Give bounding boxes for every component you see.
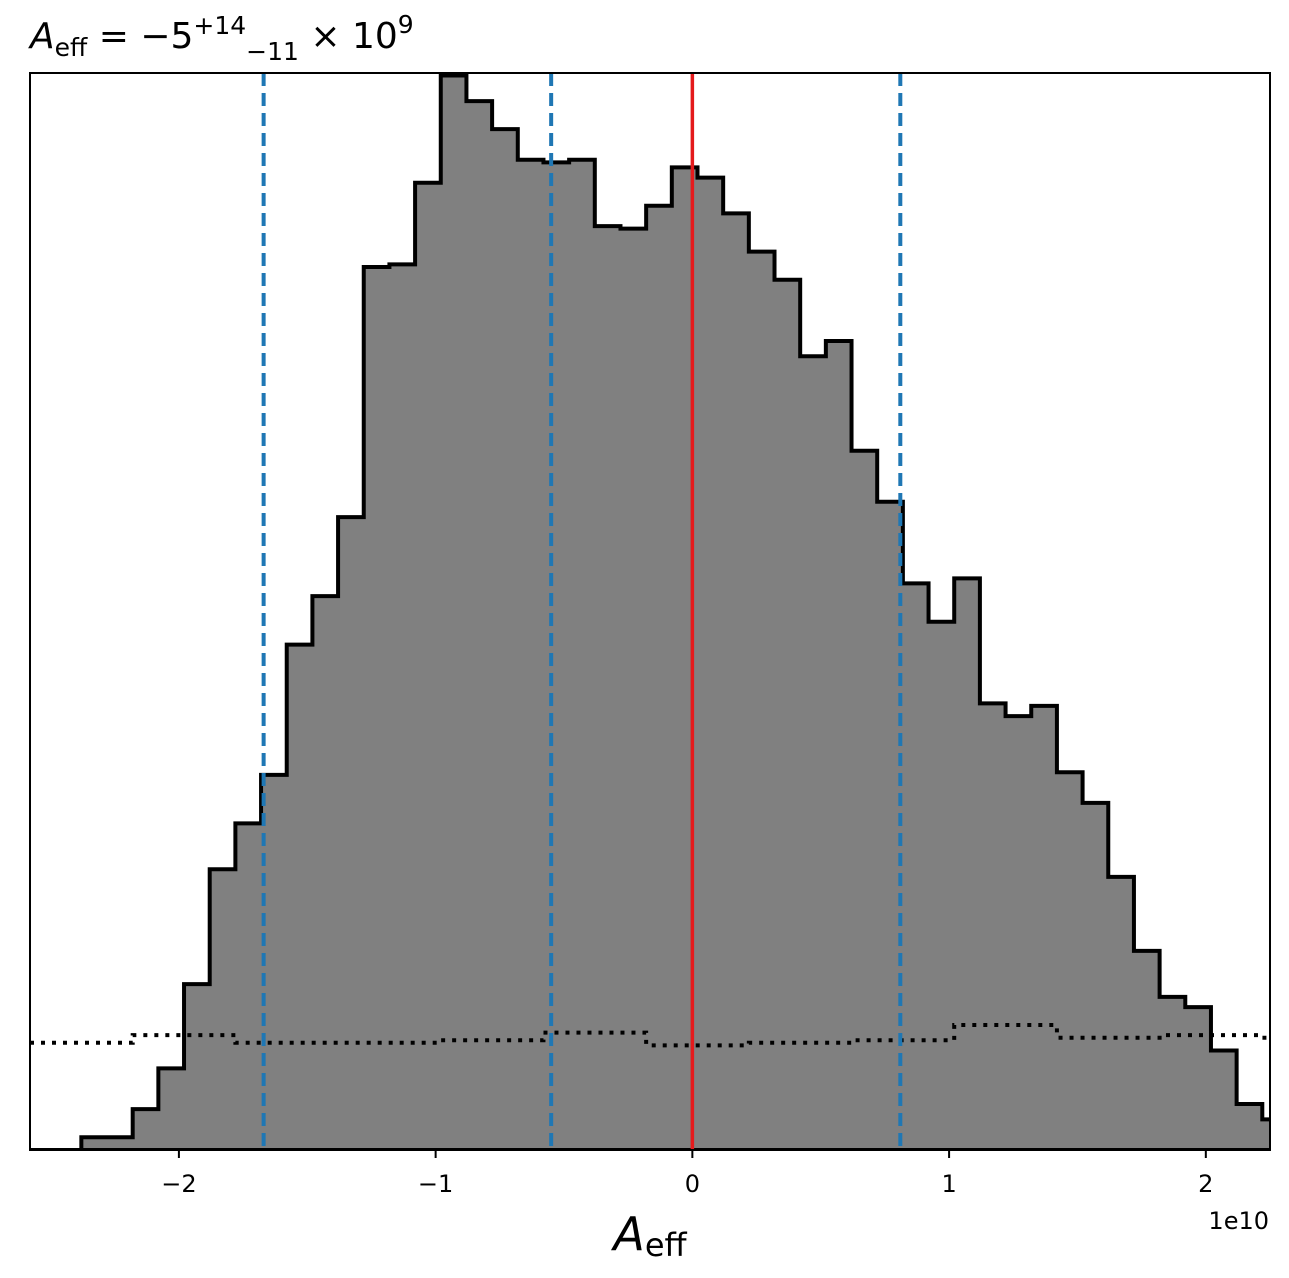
x-tick-label: 2: [1198, 1170, 1213, 1198]
x-tick-label: 0: [685, 1170, 700, 1198]
chart-title: Aeff = −5+14−11 × 109: [28, 10, 414, 66]
x-axis-ticks: −2 −1 0 1 2: [161, 1150, 1213, 1198]
prior-histogram-outline: [30, 1022, 1270, 1048]
title-symbol: A: [28, 16, 55, 57]
x-axis-label: Aeff: [610, 1207, 687, 1264]
x-tick-label: 1: [941, 1170, 956, 1198]
x-tick-label: −1: [418, 1170, 453, 1198]
title-lower-error: −11: [246, 37, 299, 66]
posterior-histogram-outline: [30, 73, 1270, 1150]
title-upper-error: +14: [193, 11, 246, 40]
title-value: = −5: [87, 16, 193, 57]
x-axis-label-subscript: eff: [645, 1226, 688, 1264]
svg-text:Aeff = −5+14−11 × 109: Aeff = −5+14−11 × 109: [28, 10, 414, 66]
title-exponent: 9: [398, 10, 414, 39]
posterior-histogram-fill: [30, 75, 1270, 1150]
x-tick-label: −2: [161, 1170, 196, 1198]
axes-frame: [29, 72, 1271, 1151]
x-axis-offset-label: 1e10: [1208, 1207, 1269, 1235]
title-symbol-subscript: eff: [55, 33, 88, 62]
title-exponent-base: × 10: [299, 16, 398, 57]
x-axis-label-symbol: A: [610, 1207, 644, 1261]
plot-area: [30, 73, 1270, 1150]
